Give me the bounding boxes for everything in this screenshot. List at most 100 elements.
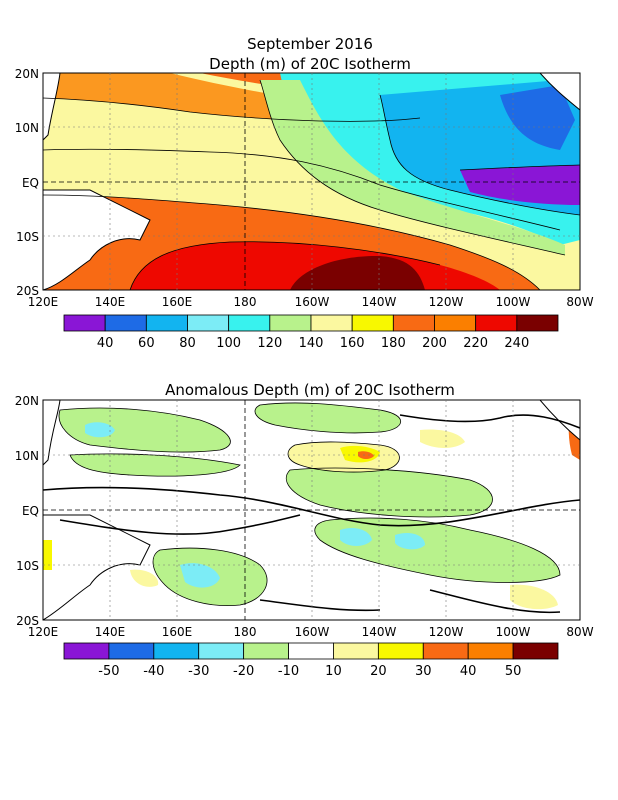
depth-colorbar-tick-label: 180 bbox=[381, 336, 406, 351]
anomaly-colorbar-swatch bbox=[512, 642, 559, 660]
land-central-america bbox=[539, 73, 580, 111]
anomaly-colorbar-swatch bbox=[333, 642, 379, 660]
depth-region-northeast-blue bbox=[500, 85, 575, 150]
x2-label-140w: 140W bbox=[362, 625, 397, 639]
y-label-eq: EQ bbox=[22, 176, 39, 190]
x2-label-120e: 120E bbox=[28, 625, 59, 639]
x2-label-120w: 120W bbox=[429, 625, 464, 639]
depth-colorbar-tick-label: 140 bbox=[299, 336, 324, 351]
x-label-140e: 140E bbox=[95, 295, 126, 309]
y-label-20s: 20S bbox=[16, 284, 39, 298]
anomaly-map-ref-lines bbox=[43, 400, 580, 620]
anomaly-colorbar-swatch bbox=[198, 642, 245, 660]
y-label-20n: 20N bbox=[15, 67, 39, 81]
x-label-100w: 100W bbox=[496, 295, 531, 309]
depth-map-grid bbox=[43, 73, 580, 290]
depth-colorbar-swatch bbox=[228, 314, 271, 332]
anomaly-colorbar-swatch bbox=[288, 642, 334, 660]
anomaly-region-cyan-3 bbox=[340, 528, 372, 546]
panel1-title: Depth (m) of 20C Isotherm bbox=[209, 55, 411, 73]
depth-colorbar-swatch bbox=[392, 314, 435, 332]
anomaly-colorbar-swatch bbox=[377, 642, 424, 660]
depth-colorbar-swatch bbox=[434, 314, 477, 332]
depth-map-frame bbox=[42, 72, 581, 291]
depth-colorbar-tick-label: 160 bbox=[340, 336, 365, 351]
x2-label-160w: 160W bbox=[295, 625, 330, 639]
anomaly-region-north-green-2 bbox=[255, 402, 401, 433]
y2-label-20s: 20S bbox=[16, 614, 39, 628]
anomaly-region-cyan-2 bbox=[180, 563, 220, 588]
x-label-140w: 140W bbox=[362, 295, 397, 309]
panel2-title: Anomalous Depth (m) of 20C Isotherm bbox=[165, 381, 455, 399]
anomaly-colorbar-tick-label: -40 bbox=[143, 664, 164, 679]
depth-map-ref-lines bbox=[43, 73, 580, 290]
x-label-80w: 80W bbox=[566, 295, 593, 309]
anomaly-contours bbox=[58, 402, 561, 606]
depth-colorbar-swatch bbox=[187, 314, 230, 332]
anomaly-region-northeast-yellow bbox=[420, 429, 465, 448]
y-label-10s: 10S bbox=[16, 230, 39, 244]
x2-label-160e: 160E bbox=[162, 625, 193, 639]
anomaly-colorbar-tick-label: 40 bbox=[460, 664, 477, 679]
depth-colorbar-tick-label: 200 bbox=[422, 336, 447, 351]
x2-label-180: 180 bbox=[234, 625, 257, 639]
anomaly-colorbar-swatch bbox=[243, 642, 289, 660]
depth-colorbar-swatch bbox=[63, 314, 106, 332]
depth-colorbar-tick-label: 40 bbox=[97, 336, 114, 351]
anomaly-colorbar-tick-label: -10 bbox=[278, 664, 299, 679]
anomaly-colorbar-swatch bbox=[63, 642, 110, 660]
anomaly-colorbar bbox=[63, 642, 559, 660]
anomaly-region-north-orange bbox=[358, 451, 374, 459]
x-label-120e: 120E bbox=[28, 295, 59, 309]
y2-label-10n: 10N bbox=[15, 449, 39, 463]
anomaly-colorbar-tick-label: -20 bbox=[233, 664, 254, 679]
anomaly-colorbar-swatch bbox=[153, 642, 200, 660]
anomaly-map-axis-labels: 20N 10N EQ 10S 20S 120E 140E 160E 180 16… bbox=[15, 394, 594, 639]
anomaly-colorbar-tick-label: -50 bbox=[98, 664, 119, 679]
anomaly-colorbar-swatch bbox=[467, 642, 514, 660]
anomaly-region-west-green bbox=[70, 453, 240, 477]
depth-colorbar-tick-label: 100 bbox=[216, 336, 241, 351]
anomaly-colorbar-swatch bbox=[108, 642, 155, 660]
anomaly-region-southeast-yellow bbox=[510, 584, 558, 610]
depth-colorbar-tick-label: 60 bbox=[138, 336, 155, 351]
anomaly-colorbar-tick-label: 50 bbox=[505, 664, 522, 679]
x2-label-100w: 100W bbox=[496, 625, 531, 639]
anomaly-region-southeast-green bbox=[314, 518, 560, 583]
figure-title: September 2016 bbox=[247, 35, 373, 53]
anomaly-region-equator-green bbox=[286, 468, 493, 517]
anomaly-region-north-green bbox=[59, 408, 231, 453]
land-asia bbox=[43, 73, 61, 141]
anomaly-region-cyan-1 bbox=[85, 422, 115, 438]
depth-colorbar-tick-label: 120 bbox=[257, 336, 282, 351]
anomaly-colorbar-tick-label: 20 bbox=[370, 664, 387, 679]
depth-map bbox=[43, 73, 580, 290]
y-label-10n: 10N bbox=[15, 121, 39, 135]
anomaly-region-west-yellow bbox=[43, 540, 52, 570]
depth-colorbar-swatch bbox=[310, 314, 353, 332]
depth-map-axis-labels: 20N 10N EQ 10S 20S 120E 140E 160E 180 16… bbox=[15, 67, 594, 309]
depth-colorbar-swatch bbox=[475, 314, 518, 332]
x2-label-140e: 140E bbox=[95, 625, 126, 639]
x-label-180: 180 bbox=[234, 295, 257, 309]
y2-label-eq: EQ bbox=[22, 504, 39, 518]
anomaly-land-central-america bbox=[539, 400, 580, 441]
depth-colorbar-tick-label: 240 bbox=[504, 336, 529, 351]
x-label-120w: 120W bbox=[429, 295, 464, 309]
x-label-160e: 160E bbox=[162, 295, 193, 309]
anomaly-colorbar-tick-label: 10 bbox=[325, 664, 342, 679]
anomaly-colorbar-tick-label: 30 bbox=[415, 664, 432, 679]
depth-contours bbox=[43, 79, 580, 290]
anomaly-colorbar-swatch bbox=[422, 642, 469, 660]
depth-colorbar-swatch bbox=[145, 314, 188, 332]
y2-label-20n: 20N bbox=[15, 394, 39, 408]
anomaly-colorbar-labels: -50 -40 -30 -20 -10 10 20 30 40 50 bbox=[98, 664, 521, 679]
anomaly-zero-contours bbox=[43, 414, 580, 614]
land-australia-newguinea bbox=[43, 189, 151, 290]
depth-colorbar-labels: 40 60 80 100 120 140 160 180 200 220 240 bbox=[97, 336, 529, 351]
anomaly-colorbar-tick-label: -30 bbox=[188, 664, 209, 679]
y2-label-10s: 10S bbox=[16, 559, 39, 573]
depth-region-east-shallowest bbox=[460, 165, 580, 205]
depth-colorbar-swatch bbox=[516, 314, 559, 332]
